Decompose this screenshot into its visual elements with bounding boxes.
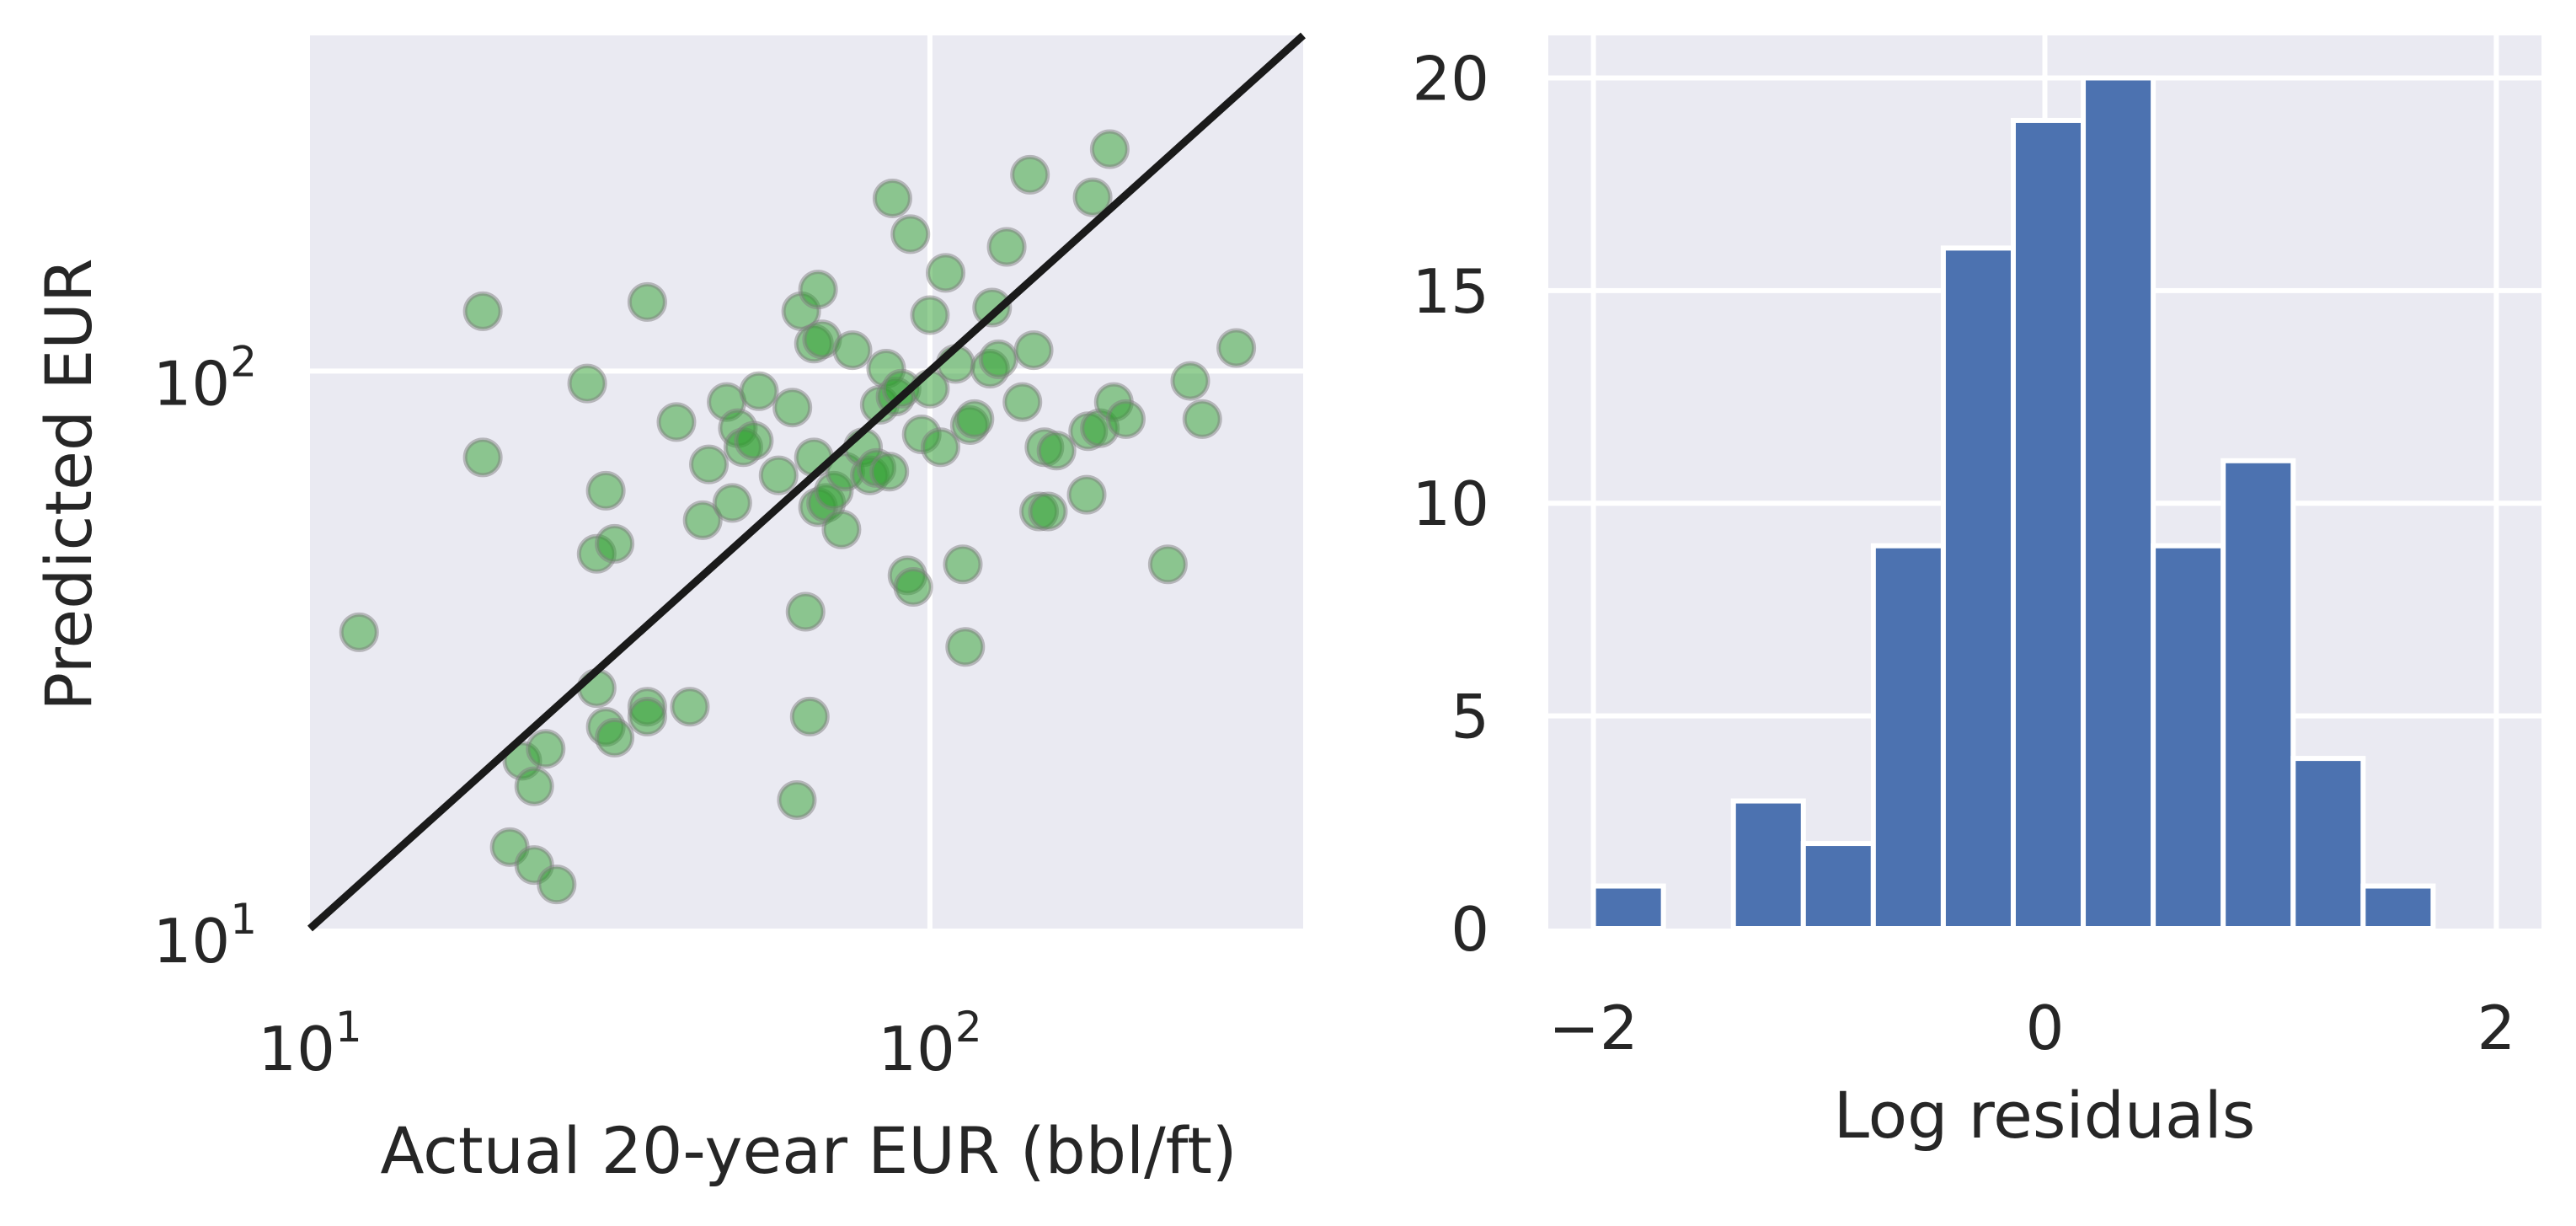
- scatter-y-tick-label: 102: [153, 337, 257, 419]
- scatter-point: [986, 227, 1027, 267]
- histogram-bar: [2221, 458, 2296, 931]
- scatter-point: [462, 291, 503, 331]
- histogram-bar: [2081, 75, 2156, 931]
- scatter-point: [1182, 399, 1222, 439]
- scatter-point: [537, 865, 577, 905]
- histogram-x-tick-label: 0: [2026, 993, 2065, 1063]
- scatter-point: [1216, 328, 1257, 368]
- scatter-point: [926, 253, 966, 293]
- scatter-point: [910, 295, 950, 335]
- histogram-bars: [1590, 75, 2436, 931]
- scatter-point: [772, 388, 813, 428]
- scatter-point: [893, 567, 933, 608]
- scatter-point: [1072, 177, 1113, 217]
- scatter-point: [798, 270, 838, 310]
- scatter-point: [585, 470, 626, 511]
- histogram-y-tick-label: 5: [1451, 682, 1489, 752]
- histogram-y-tick-label: 20: [1412, 43, 1489, 114]
- scatter-point: [682, 500, 723, 540]
- scatter-y-tick-label: 101: [153, 895, 257, 977]
- scatter-point: [595, 717, 635, 758]
- scatter-x-axis-label: Actual 20-year EUR (bbl/ft): [380, 1113, 1237, 1188]
- scatter-point: [978, 339, 1018, 379]
- scatter-point: [945, 627, 986, 667]
- scatter-point: [1066, 474, 1107, 515]
- histogram-bar: [1870, 543, 1946, 931]
- scatter-point: [339, 612, 379, 652]
- scatter-point: [758, 455, 799, 495]
- scatter-point: [1147, 544, 1188, 585]
- scatter-point: [656, 402, 697, 442]
- scatter-point: [689, 444, 730, 485]
- scatter-panel: 101 102 101 102 Actual 20-year EUR (bbl/ft…: [31, 32, 1307, 1188]
- scatter-point: [670, 687, 710, 727]
- scatter-point: [712, 483, 752, 523]
- histogram-bar: [2010, 117, 2087, 931]
- scatter-x-tick-label: 102: [878, 1003, 981, 1084]
- scatter-x-tick-label: 101: [258, 1003, 361, 1084]
- scatter-point: [872, 178, 912, 218]
- histogram-bar: [2151, 543, 2226, 931]
- scatter-gridlines: [310, 35, 1303, 929]
- scatter-point: [739, 371, 779, 411]
- scatter-point: [972, 287, 1013, 328]
- scatter-point: [1089, 129, 1130, 169]
- histogram-y-ticks: 0 5 10 15 20: [1412, 43, 1489, 965]
- scatter-point: [1105, 399, 1146, 439]
- histogram-bar: [1940, 245, 2016, 931]
- histogram-bar: [1730, 798, 1806, 931]
- scatter-point: [943, 544, 983, 585]
- scatter-point: [869, 452, 910, 492]
- histogram-bar: [2290, 756, 2366, 931]
- scatter-point: [567, 363, 607, 404]
- scatter-point: [1013, 330, 1054, 371]
- histogram-x-tick-label: −2: [1549, 993, 1638, 1063]
- identity-line: [307, 32, 1307, 932]
- histogram-x-ticks: −2 0 2: [1549, 993, 2516, 1063]
- scatter-point: [1010, 154, 1050, 195]
- scatter-point: [734, 420, 774, 461]
- scatter-x-ticks: 101 102: [258, 1003, 981, 1084]
- scatter-point: [1002, 382, 1043, 422]
- scatter-point: [595, 523, 635, 564]
- scatter-point: [514, 766, 554, 806]
- histogram-y-tick-label: 15: [1412, 256, 1489, 327]
- histogram-x-tick-label: 2: [2477, 993, 2516, 1063]
- scatter-point: [785, 592, 826, 632]
- histogram-y-tick-label: 10: [1412, 468, 1489, 539]
- scatter-point: [832, 330, 873, 371]
- scatter-point: [789, 696, 830, 736]
- scatter-point: [1036, 431, 1077, 471]
- histogram-panel: −2 0 2 0 5 10 15 20 Log residuals: [1412, 35, 2541, 1153]
- scatter-point: [954, 399, 995, 439]
- scatter-point: [821, 509, 862, 549]
- scatter-point: [526, 729, 566, 769]
- scatter-point: [1028, 491, 1068, 532]
- histogram-bar: [1590, 883, 1666, 931]
- histogram-y-tick-label: 0: [1451, 894, 1489, 965]
- scatter-point: [1170, 361, 1211, 401]
- scatter-point: [777, 780, 817, 821]
- scatter-points: [339, 129, 1257, 905]
- scatter-y-ticks: 101 102: [153, 337, 257, 977]
- scatter-y-axis-label: Predicted EUR: [31, 258, 106, 710]
- scatter-point: [920, 427, 960, 468]
- scatter-point: [462, 437, 503, 478]
- histogram-x-axis-label: Log residuals: [1834, 1078, 2256, 1153]
- scatter-point: [627, 281, 667, 322]
- scatter-point: [890, 214, 931, 254]
- histogram-bar: [2360, 883, 2436, 931]
- histogram-bar: [1800, 841, 1876, 931]
- scatter-point: [627, 696, 667, 736]
